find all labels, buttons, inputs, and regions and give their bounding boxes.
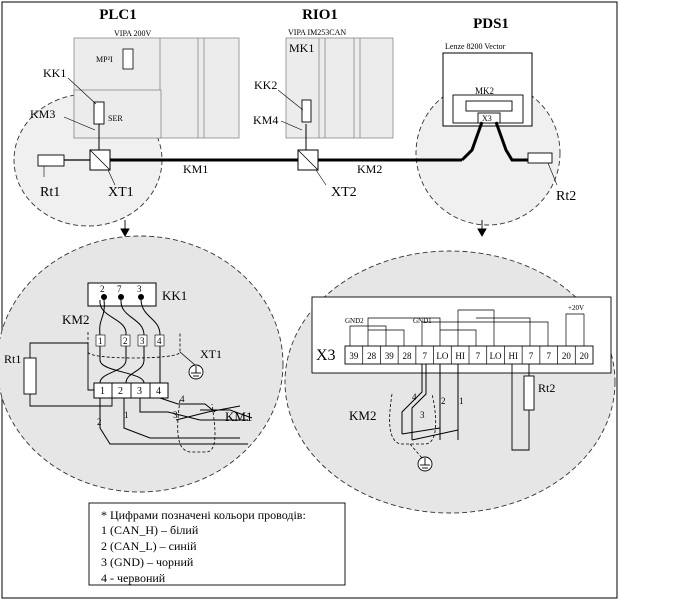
twisted-wires (99, 299, 161, 384)
terminal-3: 3 (137, 386, 142, 397)
detail-rt2-label: Rt2 (538, 381, 555, 395)
plc-mpi-label: MP²I (96, 55, 113, 64)
pin-2: 2 (100, 284, 105, 294)
plus20v-label: +20V (568, 304, 584, 312)
x3-wire-3: 3 (420, 410, 425, 420)
x3-terminal-label: 7 (529, 351, 534, 361)
label-km1: KM1 (183, 162, 208, 176)
page-frame (1, 1, 618, 599)
x3-terminal-label: 20 (580, 351, 590, 361)
pds-mk-label: MK2 (475, 86, 494, 96)
legend-item-2: 2 (CAN_L) – синій (101, 539, 197, 553)
wire-tag-3: 3 (140, 336, 145, 346)
detail-rt2-resistor (523, 375, 535, 411)
pin-3: 3 (137, 284, 142, 294)
label-kk1: KK1 (43, 66, 66, 80)
legend-box (88, 502, 346, 586)
x3-terminal-label: LO (436, 351, 448, 361)
x3-terminal-label: 7 (546, 351, 551, 361)
detail-km1-label: KM1 (225, 409, 252, 424)
terminal-1: 1 (100, 386, 105, 397)
connector-pins (101, 294, 144, 300)
detail-x3 (284, 250, 616, 514)
x3-terminal-label: 28 (367, 351, 377, 361)
plc-title: PLC1 (99, 7, 137, 23)
label-rt2: Rt2 (556, 189, 576, 204)
rio-mk-label: MK1 (289, 41, 314, 55)
x3-terminal-label: HI (455, 351, 465, 361)
x3-terminal-label: LO (490, 351, 502, 361)
wire-tag-1: 1 (98, 336, 103, 346)
x3-terminal-labels: 39 28 39 28 7 LO HI 7 LO HI 7 7 20 20 (349, 346, 589, 364)
legend-item-4: 4 - червоний (101, 571, 166, 585)
legend-title: * Цифрами позначені кольори проводів: (101, 508, 306, 522)
pds-model-label: Lenze 8200 Vector (445, 42, 506, 51)
x3-wire-1: 1 (459, 396, 464, 406)
km2-outgoing-wires (401, 364, 459, 441)
pin-7: 7 (117, 284, 122, 294)
x3-terminal-label: HI (509, 351, 519, 361)
detail-kk1-label: KK1 (162, 288, 187, 303)
terminal-4: 4 (156, 386, 161, 397)
x3-terminal-label: 39 (349, 351, 359, 361)
pds-x3-label: X3 (482, 114, 492, 123)
detail-km2-label: KM2 (62, 312, 89, 327)
x3-terminal-label: 7 (422, 351, 427, 361)
cable-shield (87, 332, 181, 359)
detail-xt1-label: XT1 (200, 347, 222, 361)
label-km2: KM2 (357, 162, 382, 176)
label-xt2: XT2 (331, 185, 357, 200)
label-km3: KM3 (30, 107, 55, 121)
x3-wire-4: 4 (412, 392, 417, 402)
label-kk2: KK2 (254, 78, 277, 92)
wire-num-right-3: 3 (173, 410, 178, 420)
detail-xt1 (0, 235, 284, 493)
wire-tag-2: 2 (123, 336, 128, 346)
wire-num-bottom-1: 1 (124, 410, 129, 420)
label-xt1: XT1 (108, 185, 134, 200)
legend-item-3: 3 (GND) – чорний (101, 555, 194, 569)
x3-wire-2: 2 (441, 396, 446, 406)
wire-num-bottom-2: 2 (97, 417, 102, 427)
km1-outgoing-wires (99, 397, 253, 445)
label-rt1: Rt1 (40, 185, 60, 200)
detail-rt1-label: Rt1 (4, 352, 21, 366)
pds-title: PDS1 (473, 16, 509, 32)
x3-terminal-label: 7 (476, 351, 481, 361)
x3-internal-bridges (349, 309, 585, 346)
detail-x3-label: X3 (316, 347, 336, 364)
x3-terminal-label: 20 (562, 351, 572, 361)
rio-model-label: VIPA IM253CAN (288, 28, 346, 37)
rt2-resistor (527, 152, 553, 164)
detail-rt1-resistor (23, 357, 37, 395)
gnd2-label: GND2 (345, 317, 364, 325)
terminal-block-xt1 (93, 382, 169, 399)
plc-cpu-label: VIPA 200V (114, 29, 151, 38)
rt1-resistor (37, 154, 65, 167)
legend-item-1: 1 (CAN_H) – білий (101, 523, 199, 537)
terminal-2: 2 (118, 386, 123, 397)
rio-title: RIO1 (302, 7, 338, 23)
x3-terminal-label: 28 (403, 351, 413, 361)
wire-tag-4: 4 (157, 336, 162, 346)
can-bus-line (64, 121, 528, 162)
gnd1-label: GND1 (413, 317, 432, 325)
x3-terminal-label: 39 (385, 351, 395, 361)
label-km4: KM4 (253, 113, 278, 127)
plc-ser-label-2: SER (108, 114, 123, 123)
wire-num-right-4: 4 (180, 394, 185, 404)
detail-km2-label-right: KM2 (349, 408, 376, 423)
